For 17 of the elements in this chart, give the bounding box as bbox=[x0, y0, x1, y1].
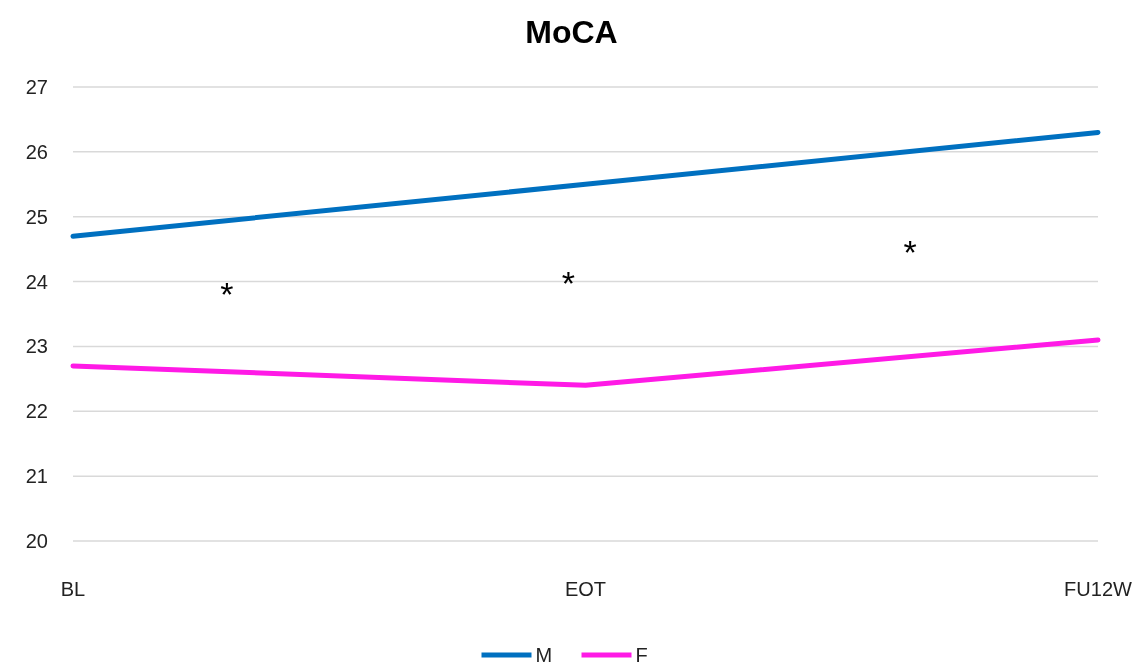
y-tick-label: 23 bbox=[25, 335, 48, 358]
y-tick-label: 24 bbox=[25, 270, 48, 293]
y-tick-label: 21 bbox=[25, 465, 48, 488]
y-tick-label: 26 bbox=[25, 140, 48, 163]
y-tick-label: 22 bbox=[25, 400, 48, 423]
legend-label: F bbox=[635, 644, 648, 666]
chart-title: MoCA bbox=[525, 14, 618, 50]
x-tick-label: EOT bbox=[564, 578, 607, 600]
annotation: * bbox=[220, 275, 234, 314]
y-tick-label: 20 bbox=[25, 530, 48, 552]
legend-label: M bbox=[535, 644, 553, 666]
y-tick-label: 27 bbox=[25, 76, 48, 98]
x-tick-label: FU12W bbox=[1064, 578, 1133, 600]
x-tick-label: BL bbox=[60, 578, 86, 600]
annotation: * bbox=[561, 264, 576, 303]
annotation: * bbox=[903, 233, 917, 272]
y-tick-label: 25 bbox=[25, 205, 48, 228]
